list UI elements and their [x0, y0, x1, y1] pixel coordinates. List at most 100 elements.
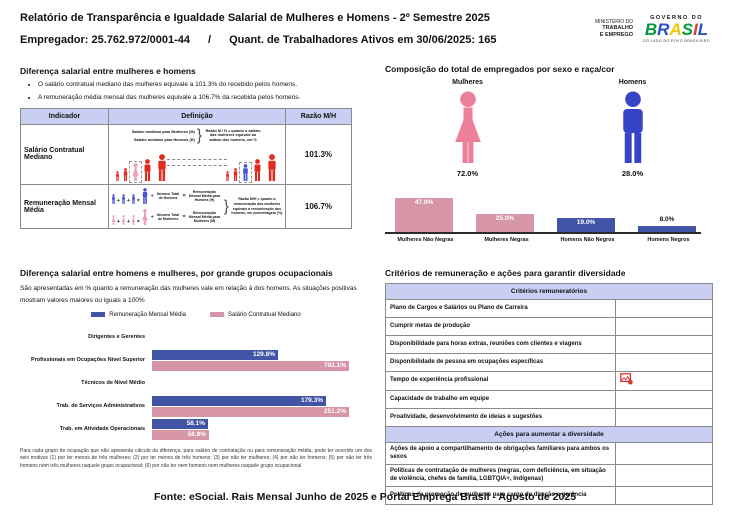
report-header: Relatório de Transparência e Igualdade S… [20, 12, 710, 46]
pictogram-homens: Homens 28.0% [615, 79, 651, 178]
occupation-bar: 58.1% [152, 418, 208, 429]
page-title: Relatório de Transparência e Igualdade S… [20, 12, 490, 24]
source-footer: Fonte: eSocial. Rais Mensal Junho de 202… [153, 491, 577, 503]
col-header-definicao: Definição [108, 107, 286, 125]
person-male-icon [622, 91, 643, 163]
criteria-value-cell [615, 465, 712, 486]
women-count-label: Número Total de Mulheres [156, 212, 180, 222]
ministry-logo: MINISTÉRIO DO TRABALHO E EMPREGO [595, 19, 633, 39]
occupational-title: Diferença salarial entre homens e mulher… [20, 268, 333, 278]
person-female-icon [121, 215, 126, 226]
occupation-row: Trab. de Serviços Administrativos 179.3% 2… [20, 395, 372, 418]
person-male-icon [142, 188, 147, 205]
brasil-letter: R [657, 20, 670, 40]
person-male-icon [116, 171, 119, 182]
divide-operator: ÷ [150, 193, 154, 200]
occupation-bar-value: 792.1% [323, 361, 346, 369]
employer-separator: / [208, 34, 212, 47]
occupation-row: Profissionais em Ocupações Nível Superio… [20, 349, 372, 372]
occupation-bar: 179.3% [152, 395, 326, 406]
brace-glyph: } [223, 197, 229, 215]
criteria-row: Plano de Cargos e Salários ou Plano de C… [386, 300, 712, 318]
composition-title: Composição do total de empregados por se… [385, 64, 615, 74]
person-male-icon [132, 194, 135, 205]
equals-operator: = [182, 214, 186, 221]
average-ratio-note: Razão M/H = quanto a remuneração das mul… [231, 197, 283, 216]
person-male-icon [243, 164, 248, 182]
occupation-bar: 792.1% [152, 360, 349, 371]
legend-item-remuneracao: Remuneração Mensal Média [91, 312, 186, 318]
criteria-label: Plano de Cargos e Salários ou Plano de C… [390, 304, 528, 311]
occupation-category-label: Trab. em Atividade Operacionais [59, 426, 145, 433]
criteria-label: Políticas de promoção de mulheres para c… [390, 491, 587, 498]
person-female-icon [141, 209, 148, 226]
indicator-name: Salário Contratual Mediano [19, 123, 110, 186]
header-text-block: Relatório de Transparência e Igualdade S… [20, 12, 580, 46]
figure [252, 159, 263, 182]
figure [155, 154, 169, 182]
race-category-label: Mulheres Não Negras [397, 237, 454, 243]
criteria-value-cell [615, 443, 712, 464]
median-definition-lines: Salário mediano para Mulheres (M) Salári… [132, 128, 195, 145]
race-composition-chart: 47.0% 25.0% 19.0% 8.0% [385, 186, 715, 234]
person-female-icon [454, 91, 481, 163]
occupation-category-label: Trab. de Serviços Administrativos [56, 403, 145, 410]
figure [115, 171, 120, 182]
brasil-letter: B [644, 20, 658, 40]
criteria-row: Disponibilidade de pessoa em ocupações e… [386, 354, 712, 372]
section-composition: Composição do total de empregados por se… [385, 64, 715, 243]
dashed-line [167, 159, 227, 161]
man-icon [615, 91, 651, 163]
criteria-row: Tempo de experiência profissional [386, 372, 712, 391]
chart-axis-line [385, 232, 701, 234]
women-average-formula: + + = ÷ Número Total de Mulheres = Remun… [111, 209, 222, 226]
criteria-label: Disponibilidade para horas extras, reuni… [390, 340, 582, 347]
criteria-row: Capacidade de trabalho em equipe [386, 391, 712, 409]
occupation-bar-value: 58.8% [187, 430, 206, 438]
broken-image-icon [620, 372, 633, 390]
brace-glyph: } [196, 126, 203, 144]
criteria-label: Ações de apoio a compartilhamento de obr… [390, 446, 610, 460]
criteria-value-cell [615, 318, 712, 335]
race-category-label: Mulheres Negras [484, 237, 529, 243]
legend-item-salario: Salário Contratual Mediano [210, 312, 301, 318]
logos-block: MINISTÉRIO DO TRABALHO E EMPREGO GOVERNO… [595, 12, 710, 46]
bullet-average-pay: A remuneração média mensal das mulheres … [38, 94, 370, 102]
plus-operator: + [117, 198, 120, 205]
person-male-icon [144, 159, 151, 182]
criteria-value-cell [615, 354, 712, 371]
median-woman-highlight [129, 161, 143, 184]
equals-operator: = [182, 193, 186, 200]
criteria-row: Políticas de promoção de mulheres para c… [386, 487, 712, 505]
race-bar-value: 47.0% [414, 199, 434, 206]
race-category-label: Homens Negros [647, 237, 690, 243]
sex-pictograms: Mulheres 72.0% Homens 28.0% [385, 79, 715, 178]
race-bar [476, 214, 534, 232]
median-ratio-note: Razão M / H = quanto o salário das mulhe… [205, 128, 261, 143]
pink-legend-swatch [210, 312, 224, 318]
person-male-icon [226, 171, 229, 182]
brasil-letter: S [681, 20, 694, 40]
occupation-bars: 58.1% 58.8% [152, 418, 352, 440]
pictogram-mulheres: Mulheres 72.0% [450, 79, 486, 178]
ministry-line2: TRABALHO [602, 25, 634, 32]
criteria-group-header: Critérios remuneratórios [386, 284, 712, 300]
salary-gap-title: Diferença salarial entre mulheres e home… [20, 66, 196, 76]
men-average-formula: + + = ÷ Número Total de Homens = Remuner… [111, 188, 222, 205]
people-figures-illustration [111, 147, 283, 184]
race-bar [557, 218, 615, 232]
criteria-label: Cumprir metas de produção [390, 322, 471, 329]
occupation-row: Técnicos de Nível Médio [20, 372, 372, 395]
homens-label: Homens [618, 79, 647, 86]
criteria-label: Políticas de contratação de mulheres (ne… [390, 468, 606, 482]
occupation-row: Trab. em Atividade Operacionais 58.1% 58.8… [20, 418, 372, 441]
occupation-bars: 179.3% 251.2% [152, 395, 352, 417]
legend-label-remuneracao: Remuneração Mensal Média [109, 311, 186, 318]
mulheres-percentage: 72.0% [456, 169, 479, 178]
race-bar [395, 198, 453, 232]
criteria-value-cell [615, 336, 712, 353]
plus-operator: = [136, 219, 140, 226]
person-male-icon [123, 168, 128, 182]
woman-icon [450, 91, 486, 163]
plus-operator: + [126, 198, 130, 205]
